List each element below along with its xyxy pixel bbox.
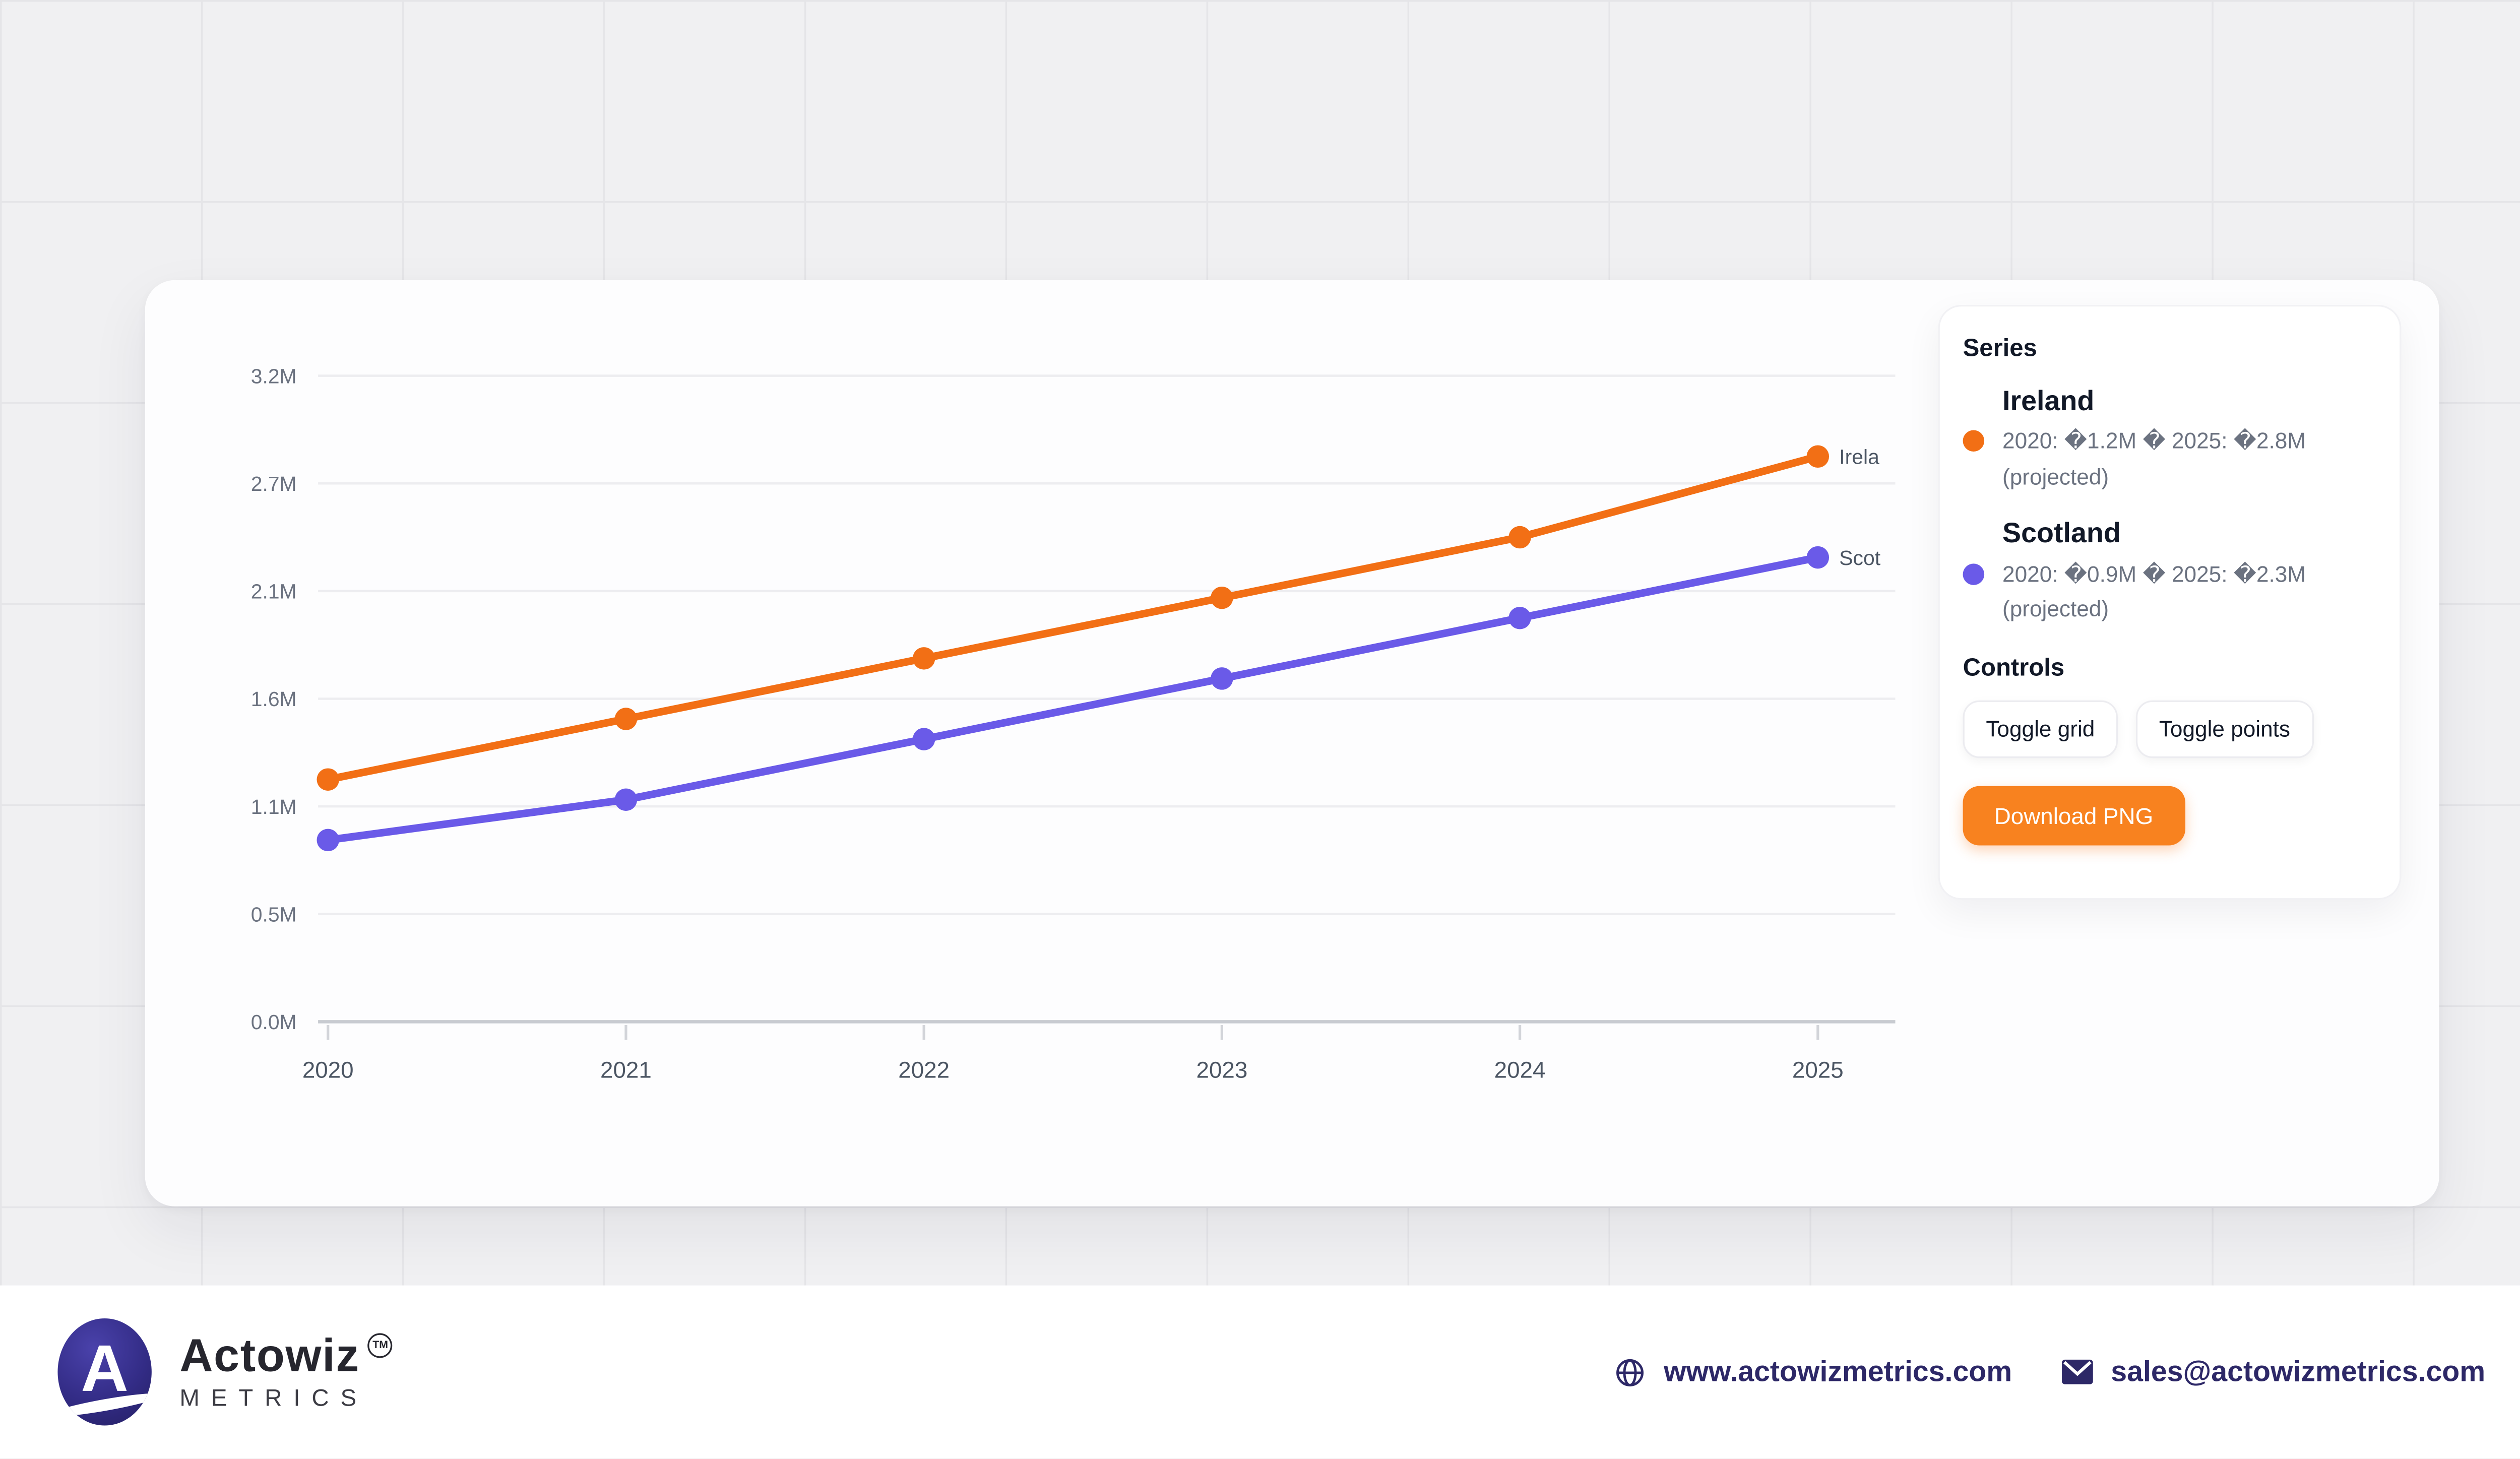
svg-text:Irela: Irela [1839,446,1879,469]
legend-title: Scotland [2002,518,2121,550]
ireland-bullet-icon [1963,430,1985,452]
series-panel: Series Ireland 2020: �1.2M � 2025: �2.8M… [1938,304,2402,900]
legend-item-ireland: Ireland 2020: �1.2M � 2025: �2.8M (proje… [1963,384,2377,495]
svg-text:0.0M: 0.0M [251,1010,297,1034]
brand-name: Actowiz [179,1330,360,1382]
mail-icon [2061,1360,2093,1385]
download-png-button[interactable]: Download PNG [1963,786,2185,846]
legend-title: Ireland [2002,386,2095,417]
toggle-grid-button[interactable]: Toggle grid [1963,700,2118,758]
svg-text:2023: 2023 [1196,1057,1247,1083]
legend-detail: 2020: �1.2M � 2025: �2.8M (projected) [2002,429,2306,489]
email-link[interactable]: sales@actowizmetrics.com [2061,1355,2485,1390]
svg-text:2021: 2021 [600,1057,652,1083]
svg-text:Scot: Scot [1839,546,1880,569]
svg-text:0.5M: 0.5M [251,903,297,926]
website-link[interactable]: www.actowizmetrics.com [1616,1355,2012,1390]
controls-heading: Controls [1963,654,2065,682]
toggle-points-button[interactable]: Toggle points [2136,700,2313,758]
svg-text:2024: 2024 [1494,1057,1546,1083]
footer: A Actowiz TM METRICS www.actowizmetrics.… [0,1285,2520,1459]
legend-item-scotland: Scotland 2020: �0.9M � 2025: �2.3M (proj… [1963,517,2377,628]
brand-subtitle: METRICS [179,1385,368,1412]
email-text: sales@actowizmetrics.com [2111,1355,2486,1388]
scotland-bullet-icon [1963,563,1985,585]
series-heading: Series [1963,334,2037,363]
svg-text:1.1M: 1.1M [251,795,297,818]
svg-text:1.6M: 1.6M [251,687,297,711]
legend-detail: 2020: �0.9M � 2025: �2.3M (projected) [2002,561,2306,622]
svg-text:2.1M: 2.1M [251,580,297,603]
svg-text:3.2M: 3.2M [251,364,297,388]
brand-logo: A Actowiz TM METRICS [57,1318,393,1426]
actowiz-logo-icon: A [57,1318,152,1426]
logo-letter: A [81,1333,129,1406]
globe-icon [1617,1358,1645,1386]
brand-text: Actowiz TM METRICS [179,1330,393,1412]
svg-text:2025: 2025 [1792,1057,1844,1083]
footer-contacts: www.actowizmetrics.com sales@actowizmetr… [1616,1355,2485,1390]
svg-text:2020: 2020 [302,1057,354,1083]
trademark-icon: TM [368,1334,393,1359]
line-chart: 0.0M 0.5M 1.1M 1.6M 2.1M 2.7M 3.2M 2020 2021 2022… [251,364,1896,1083]
chart-card: 0.0M 0.5M 1.1M 1.6M 2.1M 2.7M 3.2M 2020 2021 2022… [145,280,2439,1207]
svg-text:2.7M: 2.7M [251,472,297,495]
website-text: www.actowizmetrics.com [1663,1355,2012,1388]
svg-text:2022: 2022 [898,1057,950,1083]
